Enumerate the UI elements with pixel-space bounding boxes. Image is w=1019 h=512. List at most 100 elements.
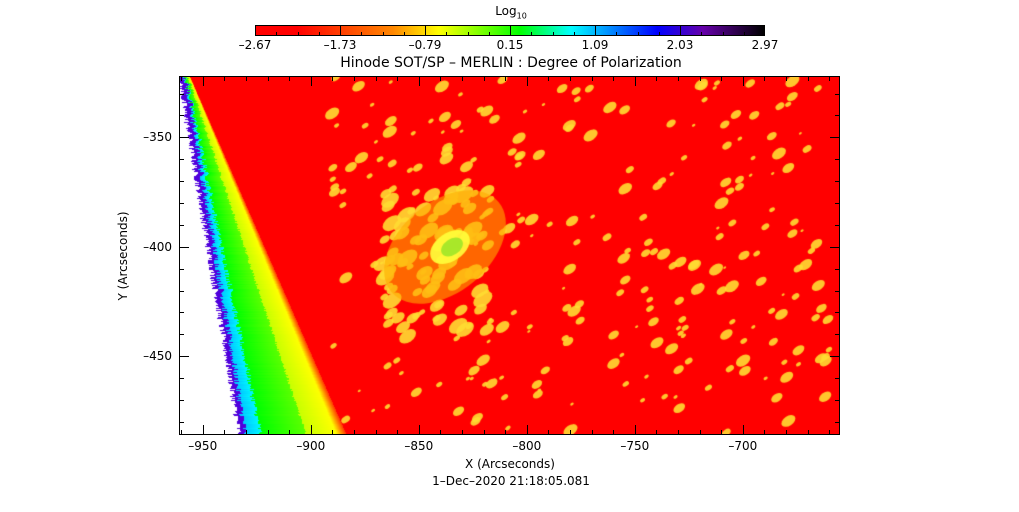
x-tick-label: –900	[296, 439, 326, 453]
colorbar-label-sub: 10	[516, 11, 527, 21]
y-tick	[179, 137, 189, 139]
x-tick	[483, 430, 485, 435]
colorbar-tick	[403, 32, 405, 36]
x-tick-label: –800	[512, 439, 542, 453]
x-tick-top	[505, 76, 507, 81]
colorbar-tick-label: 2.97	[751, 38, 779, 52]
colorbar-tick	[680, 25, 681, 36]
y-tick	[179, 115, 184, 117]
y-tick	[179, 224, 184, 226]
colorbar-tick	[425, 25, 426, 36]
x-tick-label: –750	[620, 439, 650, 453]
colorbar-tick	[488, 32, 490, 36]
x-tick-top	[548, 76, 550, 81]
colorbar-tick-label: 0.15	[496, 38, 524, 52]
x-tick	[224, 430, 226, 435]
x-tick-top	[591, 76, 593, 81]
colorbar-tick-label: 2.03	[666, 38, 694, 52]
y-tick-label: –450	[143, 349, 172, 364]
x-tick-top	[202, 76, 204, 86]
x-tick-top	[699, 76, 701, 81]
x-tick	[289, 430, 291, 435]
x-tick-top	[613, 76, 615, 81]
x-tick	[807, 430, 809, 435]
colorbar-tick	[595, 25, 596, 36]
x-tick	[548, 430, 550, 435]
y-tick	[179, 290, 184, 292]
y-tick	[179, 312, 184, 314]
x-tick-top	[483, 76, 485, 81]
colorbar-tick	[361, 32, 363, 36]
x-tick	[526, 425, 528, 435]
y-tick-right	[835, 334, 840, 336]
y-tick	[179, 268, 184, 270]
x-tick-top	[440, 76, 442, 81]
y-tick	[179, 378, 184, 380]
x-tick	[742, 425, 744, 435]
x-tick	[677, 430, 679, 435]
x-tick	[829, 430, 831, 435]
x-tick	[440, 430, 442, 435]
colorbar-tick	[722, 32, 724, 36]
x-tick	[202, 425, 204, 435]
x-tick	[764, 430, 766, 435]
x-tick	[505, 430, 507, 435]
x-tick-top	[267, 76, 269, 81]
chart-title: Hinode SOT/SP – MERLIN : Degree of Polar…	[340, 55, 682, 71]
x-tick-top	[375, 76, 377, 81]
x-tick-top	[310, 76, 312, 86]
plot-area	[179, 76, 840, 435]
colorbar-tick	[467, 32, 469, 36]
x-tick	[375, 430, 377, 435]
y-tick-right	[835, 202, 840, 204]
x-tick-top	[289, 76, 291, 81]
y-tick-right	[835, 115, 840, 117]
y-tick	[179, 334, 184, 336]
colorbar-tick	[552, 32, 554, 36]
y-tick	[179, 421, 184, 423]
x-tick-top	[353, 76, 355, 81]
colorbar-tick	[318, 32, 320, 36]
x-tick	[569, 430, 571, 435]
x-tick-top	[332, 76, 334, 81]
x-tick	[699, 430, 701, 435]
x-tick-top	[742, 76, 744, 86]
y-tick-right	[835, 399, 840, 401]
colorbar-tick	[701, 32, 703, 36]
x-tick-top	[721, 76, 723, 81]
x-tick	[397, 430, 399, 435]
x-tick-label: –850	[404, 439, 434, 453]
x-tick	[181, 430, 183, 435]
y-tick	[179, 399, 184, 401]
colorbar-tick-label: –2.67	[238, 38, 272, 52]
x-tick-top	[224, 76, 226, 81]
colorbar-label-base: Log	[495, 4, 517, 18]
x-tick-top	[181, 76, 183, 81]
y-tick-right	[835, 378, 840, 380]
y-tick-right	[835, 224, 840, 226]
colorbar-tick-label: 1.09	[581, 38, 609, 52]
colorbar-tick-label: –0.79	[408, 38, 442, 52]
colorbar-tick	[382, 32, 384, 36]
colorbar-label: Log10	[495, 4, 527, 20]
timestamp: 1–Dec–2020 21:18:05.081	[432, 474, 590, 488]
colorbar-tick	[446, 32, 448, 36]
x-tick	[591, 430, 593, 435]
x-tick-top	[461, 76, 463, 81]
colorbar-tick	[531, 32, 533, 36]
x-tick-top	[634, 76, 636, 86]
x-tick	[656, 430, 658, 435]
y-tick-right	[835, 421, 840, 423]
colorbar-tick-label: –1.73	[323, 38, 357, 52]
x-tick-label: –950	[188, 439, 218, 453]
x-tick-top	[764, 76, 766, 81]
x-tick-top	[829, 76, 831, 81]
x-tick-top	[807, 76, 809, 81]
x-tick	[245, 430, 247, 435]
x-tick-top	[397, 76, 399, 81]
y-tick-right	[830, 137, 840, 139]
colorbar-tick	[637, 32, 639, 36]
y-tick	[179, 159, 184, 161]
colorbar-tick	[616, 32, 618, 36]
x-tick-top	[785, 76, 787, 81]
